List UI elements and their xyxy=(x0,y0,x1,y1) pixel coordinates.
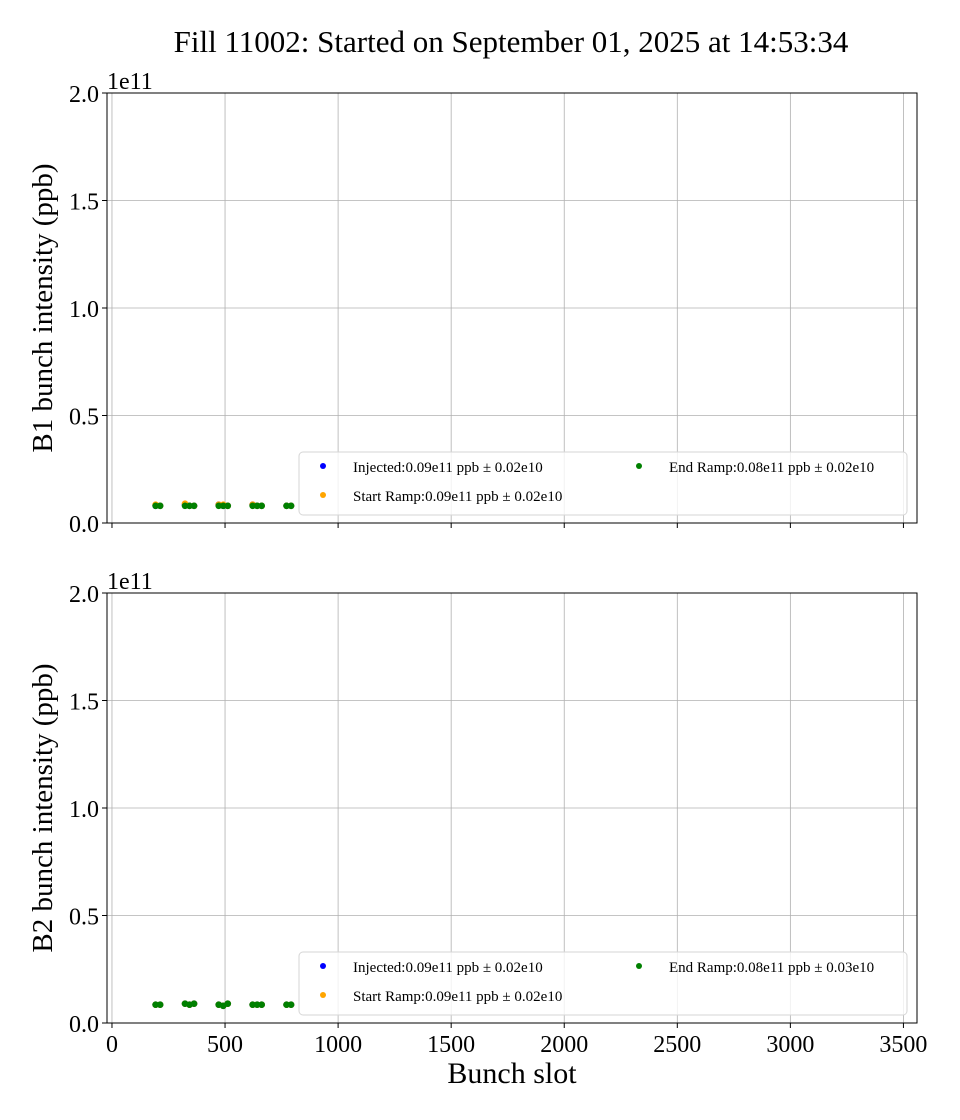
x-tick-label: 1500 xyxy=(427,1032,475,1058)
data-point-series-3 xyxy=(190,1000,198,1007)
data-point-series-3 xyxy=(219,502,227,510)
y-tick-label: 2.0 xyxy=(69,582,99,608)
data-point-series-3 xyxy=(224,1000,232,1007)
offset-text: 1e11 xyxy=(107,569,153,595)
data-point-series-3 xyxy=(224,502,232,510)
y-tick-label: 0.5 xyxy=(69,405,99,431)
legend xyxy=(298,451,908,516)
x-tick-label: 3500 xyxy=(879,1032,927,1058)
y-tick-label: 1.5 xyxy=(69,190,99,216)
data-point-series-3 xyxy=(253,502,261,510)
x-tick-label: 0 xyxy=(106,1032,118,1058)
data-point-series-3 xyxy=(287,1001,295,1009)
axes-frame xyxy=(106,592,918,1024)
data-point-series-3 xyxy=(249,502,256,510)
data-point-series-3 xyxy=(152,1001,159,1009)
subplot-2: 0 500 1000 1500 2000 2500 3000 3500 0.0 0.5 1.0 1.5… xyxy=(27,569,927,1090)
legend-entry: Start Ramp:0.09e11 ppb ± 0.02e10 xyxy=(353,989,562,1005)
axes-frame xyxy=(106,92,918,524)
legend-entry: End Ramp:0.08e11 ppb ± 0.02e10 xyxy=(669,460,874,476)
y-axis-label: B1 bunch intensity (ppb) xyxy=(27,163,59,452)
legend-entry: Injected:0.09e11 ppb ± 0.02e10 xyxy=(353,960,543,976)
y-tick-label: 1.5 xyxy=(69,690,99,716)
y-tick-label: 0.0 xyxy=(69,512,99,538)
data-point-series-3 xyxy=(156,502,164,510)
legend-entry: End Ramp:0.08e11 ppb ± 0.03e10 xyxy=(669,960,874,976)
x-tick-label: 3000 xyxy=(766,1032,814,1058)
legend-marker xyxy=(320,463,326,469)
legend-entry: Injected:0.09e11 ppb ± 0.02e10 xyxy=(353,460,543,476)
y-axis-label: B2 bunch intensity (ppb) xyxy=(27,663,59,952)
offset-text: 1e11 xyxy=(107,69,153,95)
data-point-series-3 xyxy=(181,502,189,510)
legend-marker xyxy=(320,992,326,998)
x-axis-label: Bunch slot xyxy=(447,1057,577,1090)
legend-entry: Start Ramp:0.09e11 ppb ± 0.02e10 xyxy=(353,489,562,505)
data-point-series-3 xyxy=(283,502,290,510)
data-point-series-3 xyxy=(156,1001,164,1009)
data-point-series-3 xyxy=(283,1001,290,1009)
y-tick-label: 1.0 xyxy=(69,797,99,823)
legend-marker xyxy=(320,492,326,498)
legend-marker xyxy=(320,963,326,969)
data-point-series-3 xyxy=(258,1001,265,1009)
data-point-series-3 xyxy=(253,1001,261,1009)
data-point-series-3 xyxy=(249,1001,256,1009)
y-tick-label: 0.0 xyxy=(69,1012,99,1038)
x-tick-label: 2500 xyxy=(653,1032,701,1058)
data-point-series-3 xyxy=(190,502,198,510)
x-tick-label: 500 xyxy=(207,1032,243,1058)
data-point-series-3 xyxy=(215,502,223,510)
x-tick-label: 1000 xyxy=(314,1032,362,1058)
y-tick-label: 2.0 xyxy=(69,82,99,108)
x-tick-label: 2000 xyxy=(540,1032,588,1058)
chart-title: Fill 11002: Started on September 01, 202… xyxy=(173,24,849,59)
legend xyxy=(298,951,908,1016)
y-tick-label: 1.0 xyxy=(69,297,99,323)
subplot-1: 0.0 0.5 1.0 1.5 2.0 1e11 B1 bunch intensity (p… xyxy=(27,69,918,538)
data-point-series-3 xyxy=(287,502,295,510)
y-tick-label: 0.5 xyxy=(69,905,99,931)
legend-marker xyxy=(636,463,642,469)
data-point-series-3 xyxy=(152,502,159,510)
data-point-series-3 xyxy=(258,502,265,510)
legend-marker xyxy=(636,963,642,969)
data-point-series-3 xyxy=(186,502,193,510)
